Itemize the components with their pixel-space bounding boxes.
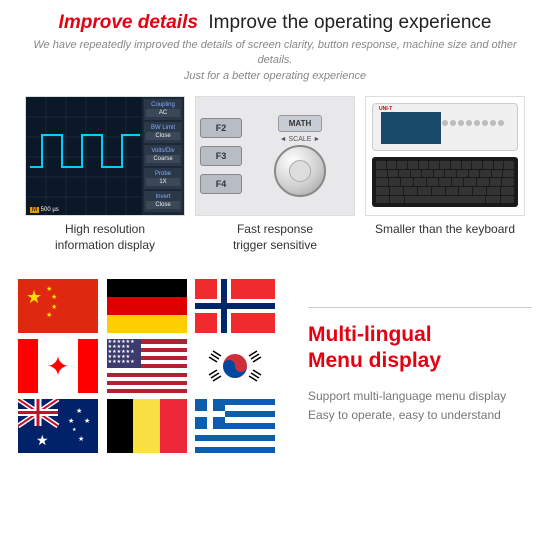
scope-waveform	[30, 127, 140, 177]
multilingual-text: Multi-lingual Menu display Support multi…	[298, 307, 532, 425]
flag-norway	[195, 279, 275, 333]
title-main: Improve the operating experience	[208, 12, 491, 33]
flag-australia: ★★★★★★	[18, 399, 98, 453]
scope-screenshot: CouplingAC BW LimitClose Volts/DivCoarse…	[25, 96, 185, 216]
size-comparison: UNI-T	[365, 96, 525, 216]
svg-text:★: ★	[84, 417, 90, 425]
multilingual-section: ★ ★★ ★★ ✦ ★★★★★★★★★★★★★★★★★★★★★★★★★★★★ ★…	[0, 279, 550, 471]
svg-text:★: ★	[76, 407, 82, 415]
card-caption: Smaller than the keyboard	[365, 222, 525, 238]
scale-knob	[274, 145, 326, 197]
flag-korea	[195, 339, 275, 393]
scope-side-menu: CouplingAC BW LimitClose Volts/DivCoarse…	[142, 97, 184, 215]
math-button: MATH	[278, 115, 323, 132]
flag-china: ★ ★★ ★★	[18, 279, 98, 333]
card-caption: Fast responsetrigger sensitive	[195, 222, 355, 253]
card-caption: High resolutioninformation display	[25, 222, 185, 253]
flag-belgium	[107, 399, 187, 453]
scope-timebase: M 500 µs	[30, 207, 59, 213]
feature-cards: CouplingAC BW LimitClose Volts/DivCoarse…	[18, 96, 532, 253]
svg-text:★: ★	[78, 435, 84, 443]
multilingual-title: Multi-lingual Menu display	[308, 307, 532, 372]
f2-button: F2	[200, 118, 242, 138]
improve-section: Improve details Improve the operating ex…	[0, 0, 550, 261]
svg-text:★: ★	[36, 432, 49, 448]
flag-grid: ★ ★★ ★★ ✦ ★★★★★★★★★★★★★★★★★★★★★★★★★★★★ ★…	[18, 279, 278, 453]
section-header: Improve details Improve the operating ex…	[18, 12, 532, 34]
svg-text:★: ★	[72, 427, 77, 433]
scale-label: ◄ SCALE ►	[280, 136, 321, 143]
flag-usa: ★★★★★★★★★★★★★★★★★★★★★★★★★★★★	[107, 339, 187, 393]
mini-scope-icon: UNI-T	[372, 103, 518, 151]
title-highlight: Improve details	[59, 12, 198, 33]
feature-card-buttons: F2 F3 F4 MATH ◄ SCALE ► Fast responsetri…	[195, 96, 355, 253]
svg-text:★: ★	[68, 417, 74, 425]
section-subtitle: We have repeatedly improved the details …	[18, 38, 532, 84]
flag-germany	[107, 279, 187, 333]
f3-button: F3	[200, 146, 242, 166]
flag-greece	[195, 399, 275, 453]
feature-card-display: CouplingAC BW LimitClose Volts/DivCoarse…	[25, 96, 185, 253]
multilingual-description: Support multi-language menu display Easy…	[308, 387, 532, 425]
button-panel: F2 F3 F4 MATH ◄ SCALE ►	[195, 96, 355, 216]
f4-button: F4	[200, 174, 242, 194]
flag-canada: ✦	[18, 339, 98, 393]
feature-card-size: UNI-T Smaller than the keyboard	[365, 96, 525, 253]
keyboard-icon	[372, 157, 518, 207]
